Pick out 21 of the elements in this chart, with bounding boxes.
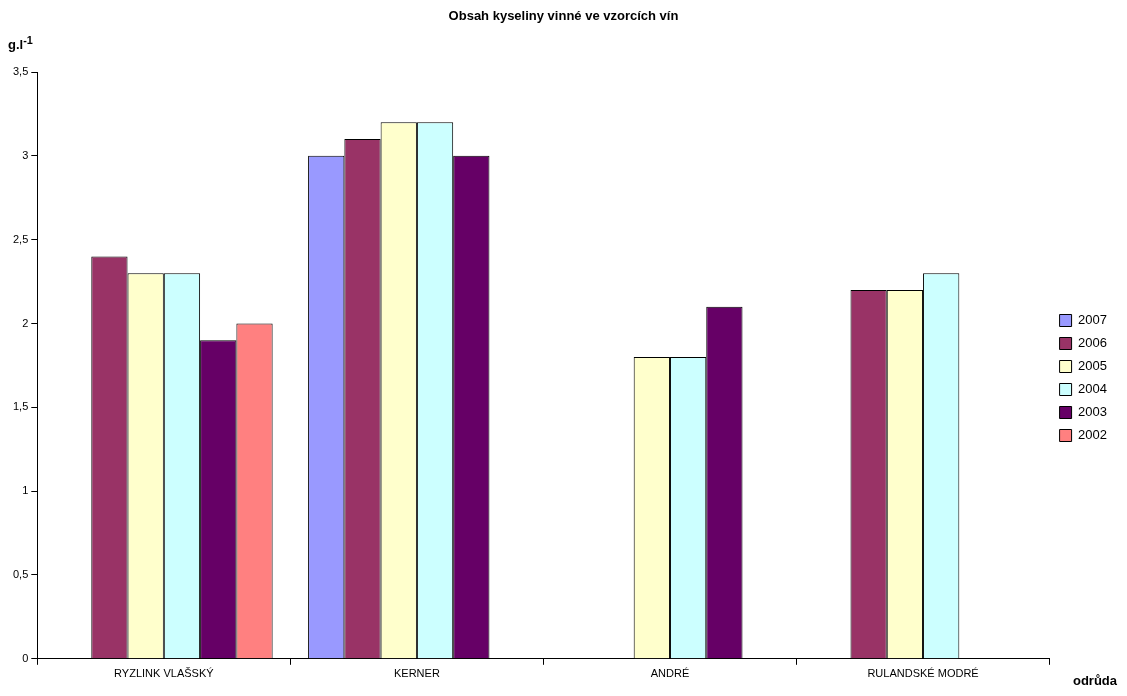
legend-label: 2004 <box>1078 381 1107 397</box>
y-tick-label: 3,5 <box>12 65 29 78</box>
x-tick-label: RULANDSKÉ MODRÉ <box>867 667 979 680</box>
legend-label: 2003 <box>1078 404 1107 420</box>
y-tick-label: 0,5 <box>12 568 29 580</box>
y-tick-label: 1 <box>22 484 29 497</box>
x-tick-label: RYZLINK VLAŠSKÝ <box>114 667 215 680</box>
legend-label: 2002 <box>1078 427 1107 443</box>
y-tick-label: 2 <box>22 316 29 329</box>
chart-title: Obsah kyseliny vinné ve vzorcích vín <box>447 8 680 23</box>
y-tick-label: 1,5 <box>12 400 29 413</box>
legend-label: 2006 <box>1078 335 1107 351</box>
y-tick-label: 3 <box>22 148 29 161</box>
y-tick-label: 0 <box>22 651 29 664</box>
x-axis-title: odrůda <box>1072 673 1117 688</box>
x-tick-label: KERNER <box>393 667 440 680</box>
y-tick-label: 2,5 <box>12 232 29 245</box>
x-tick-label: ANDRÉ <box>650 667 690 680</box>
legend-label: 2007 <box>1078 312 1107 328</box>
y-axis-title: g.l$^{-1}$ <box>8 34 33 53</box>
legend-label: 2005 <box>1078 358 1107 374</box>
